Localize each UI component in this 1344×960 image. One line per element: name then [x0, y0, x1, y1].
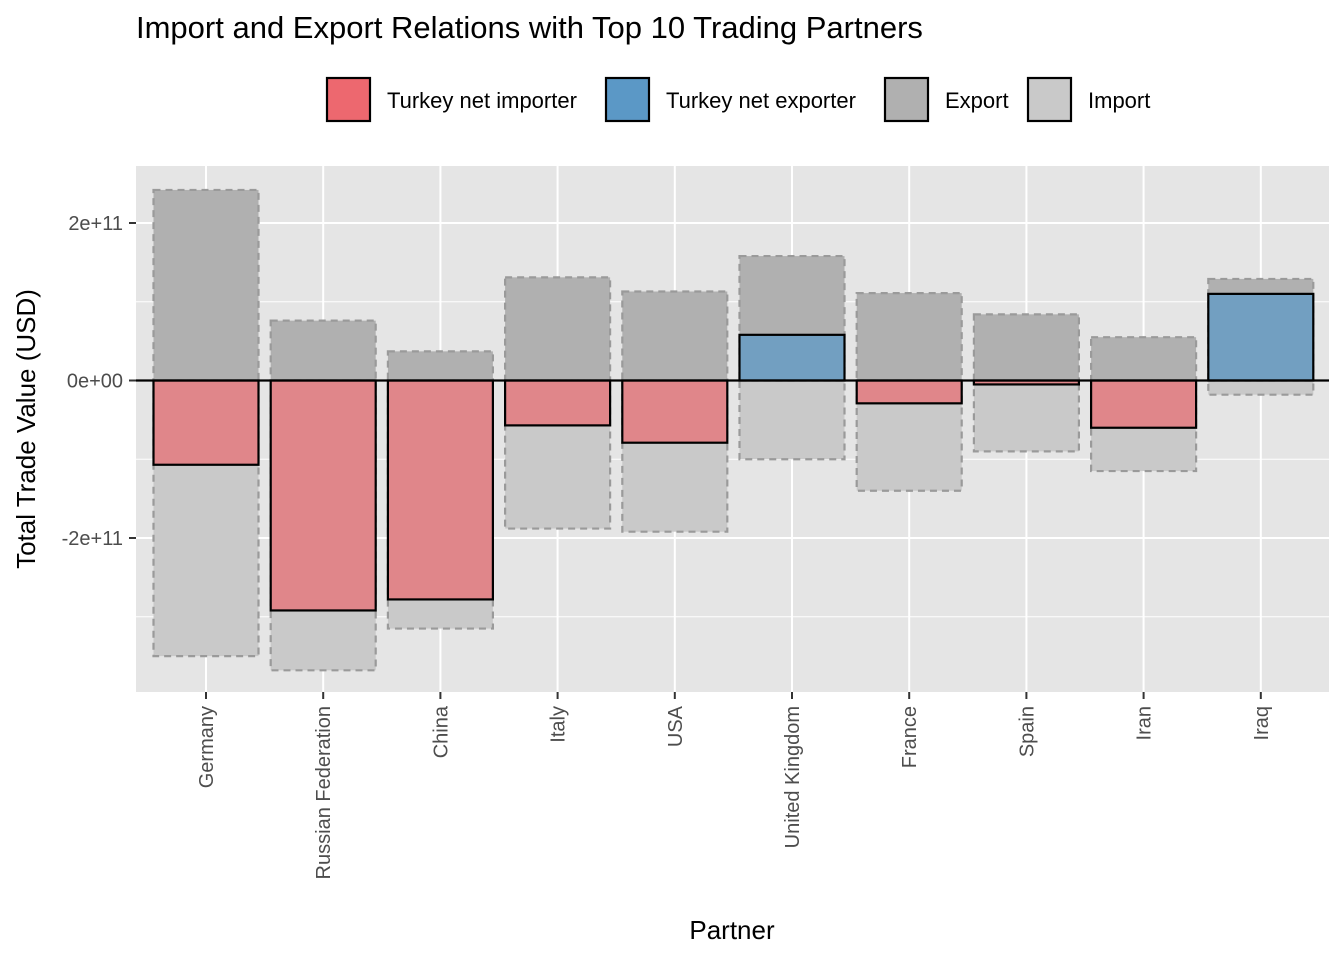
- axes: 2e+11 0e+00 -2e+11 Germany Russian Federatio…: [62, 213, 1329, 879]
- y-axis-title: Total Trade Value (USD): [11, 289, 41, 569]
- legend-item: Import: [1026, 76, 1150, 123]
- export-bar: [386, 350, 494, 382]
- x-tick-label: USA: [665, 705, 687, 747]
- legend-key: [325, 76, 372, 123]
- export-bar: [855, 291, 963, 382]
- export-bar: [621, 290, 729, 382]
- x-tick-label: Italy: [548, 706, 570, 743]
- net-exporter-bar: [738, 333, 846, 382]
- x-tick-label: Germany: [196, 706, 218, 788]
- net-importer-bar: [152, 379, 260, 466]
- y-tick-label: 2e+11: [68, 213, 123, 235]
- legend-label: Turkey net importer: [387, 88, 577, 113]
- export-bar: [972, 313, 1081, 382]
- legend-item: Turkey net exporter: [604, 76, 856, 123]
- export-bar: [269, 319, 377, 382]
- x-tick-label: Iraq: [1251, 706, 1273, 740]
- legend-label: Turkey net exporter: [666, 88, 856, 113]
- legend-item: Turkey net importer: [325, 76, 577, 123]
- export-bar: [504, 276, 612, 382]
- net-importer-bar: [621, 379, 729, 444]
- x-tick-label: Russian Federation: [313, 706, 335, 879]
- legend-item: Export: [883, 76, 1009, 123]
- export-bar: [1089, 336, 1198, 382]
- import-bar: [738, 379, 846, 461]
- net-importer-bar: [1089, 379, 1198, 429]
- net-importer-bar: [386, 379, 494, 601]
- legend-label: Export: [945, 88, 1009, 113]
- net-importer-bar: [269, 379, 377, 612]
- import-bar: [972, 379, 1081, 453]
- net-importer-bar: [504, 379, 612, 427]
- legend: Turkey net importer Turkey net exporter Ex…: [325, 76, 1150, 123]
- x-tick-label: United Kingdom: [782, 706, 804, 848]
- x-tick-label: France: [899, 706, 921, 768]
- legend-key: [883, 76, 930, 123]
- chart-title: Import and Export Relations with Top 10 …: [136, 10, 923, 45]
- import-bar: [1207, 379, 1315, 396]
- x-tick-label: China: [430, 705, 452, 758]
- legend-key: [604, 76, 651, 123]
- net-importer-bar: [855, 379, 963, 405]
- legend-key: [1026, 76, 1073, 123]
- net-exporter-bar: [1207, 292, 1315, 382]
- export-bar: [152, 188, 260, 382]
- x-tick-label: Iran: [1134, 706, 1156, 740]
- bars: [152, 188, 1315, 672]
- x-tick-label: Spain: [1016, 706, 1038, 757]
- y-tick-label: 0e+00: [67, 371, 123, 393]
- y-tick-label: -2e+11: [62, 528, 123, 550]
- legend-label: Import: [1088, 88, 1150, 113]
- x-axis-title: Partner: [689, 915, 775, 945]
